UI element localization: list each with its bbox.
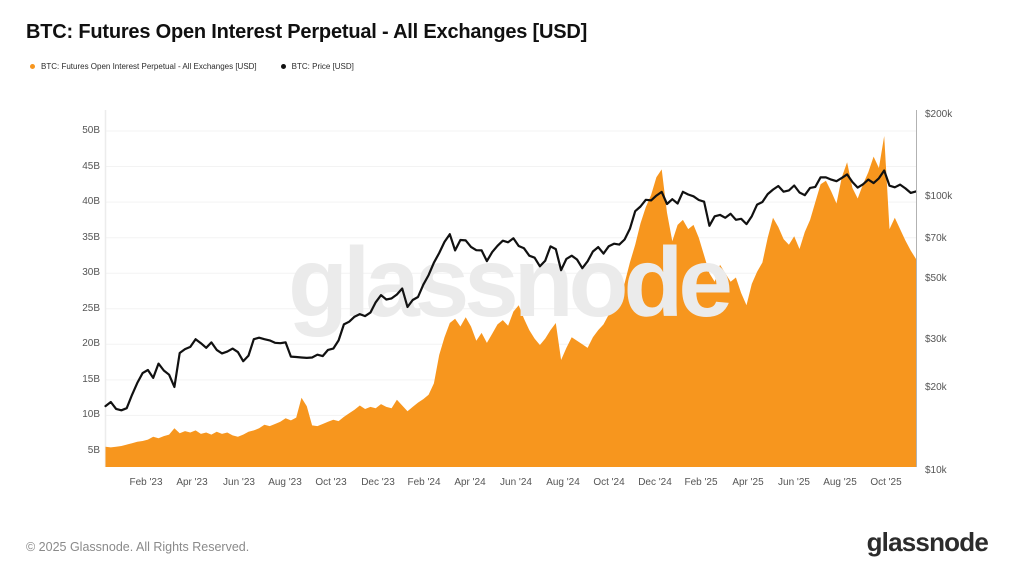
x-axis-tick-label: Jun '23: [223, 477, 255, 488]
left-axis-tick-label: 40B: [82, 196, 100, 207]
x-axis-tick-label: Feb '25: [684, 477, 718, 488]
legend-item-open-interest[interactable]: BTC: Futures Open Interest Perpetual - A…: [30, 62, 257, 71]
right-axis-tick-label: $70k: [925, 233, 947, 244]
left-axis-tick-label: 25B: [82, 303, 100, 314]
open-interest-area-series[interactable]: [105, 136, 917, 467]
right-axis-tick-label: $20k: [925, 382, 947, 393]
left-axis-tick-label: 20B: [82, 338, 100, 349]
watermark-text: glassnode: [288, 227, 730, 337]
x-axis-tick-label: Aug '24: [546, 477, 580, 488]
x-axis-tick-label: Dec '23: [361, 477, 395, 488]
legend-open-interest-label: BTC: Futures Open Interest Perpetual - A…: [41, 62, 257, 71]
left-axis-tick-label: 15B: [82, 374, 100, 385]
x-axis-tick-label: Oct '23: [315, 477, 347, 488]
left-axis-tick-label: 5B: [87, 445, 100, 456]
right-axis-tick-label: $50k: [925, 273, 947, 284]
left-axis-tick-label: 30B: [82, 267, 100, 278]
glassnode-logo: glassnode: [866, 527, 989, 557]
price-series-dot-icon: [280, 64, 286, 69]
x-axis-tick-label: Aug '25: [823, 477, 857, 488]
right-axis-tick-label: $100k: [925, 191, 953, 202]
left-axis-tick-label: 35B: [82, 232, 100, 243]
legend-price-label: BTC: Price [USD]: [291, 62, 354, 71]
price-line-series[interactable]: [104, 169, 918, 412]
right-axis-tick-label: $30k: [925, 334, 947, 345]
right-axis-tick-label: $200k: [925, 109, 953, 120]
copyright-text: © 2025 Glassnode. All Rights Reserved.: [26, 540, 250, 554]
left-axis-tick-label: 10B: [82, 409, 100, 420]
x-axis-tick-label: Oct '24: [593, 477, 625, 488]
legend-item-price[interactable]: BTC: Price [USD]: [280, 62, 354, 71]
page-title: BTC: Futures Open Interest Perpetual - A…: [26, 21, 588, 43]
x-axis-tick-label: Apr '24: [454, 477, 486, 488]
open-interest-series-dot-icon: [30, 64, 35, 69]
x-axis-tick-label: Jun '24: [500, 477, 532, 488]
x-axis-tick-label: Apr '23: [176, 477, 208, 488]
x-axis-tick-label: Aug '23: [268, 477, 302, 488]
left-axis-tick-label: 50B: [82, 125, 100, 136]
left-axis-tick-label: 45B: [82, 161, 100, 172]
right-axis-price: $10k $20k $30k $50k $70k $100k $200k: [925, 0, 1024, 576]
x-axis-tick-label: Feb '24: [407, 477, 441, 488]
x-axis-tick-label: Oct '25: [870, 477, 902, 488]
right-axis-tick-label: $10k: [925, 465, 947, 476]
x-axis-tick-label: Dec '24: [638, 477, 672, 488]
legend: BTC: Futures Open Interest Perpetual - A…: [30, 62, 354, 71]
x-axis-tick-label: Apr '25: [732, 477, 764, 488]
x-axis-tick-label: Jun '25: [778, 477, 810, 488]
left-axis-open-interest: 5B 10B 15B 20B 25B 30B 35B 40B 45B 50B: [0, 0, 100, 576]
x-axis-tick-label: Feb '23: [129, 477, 163, 488]
